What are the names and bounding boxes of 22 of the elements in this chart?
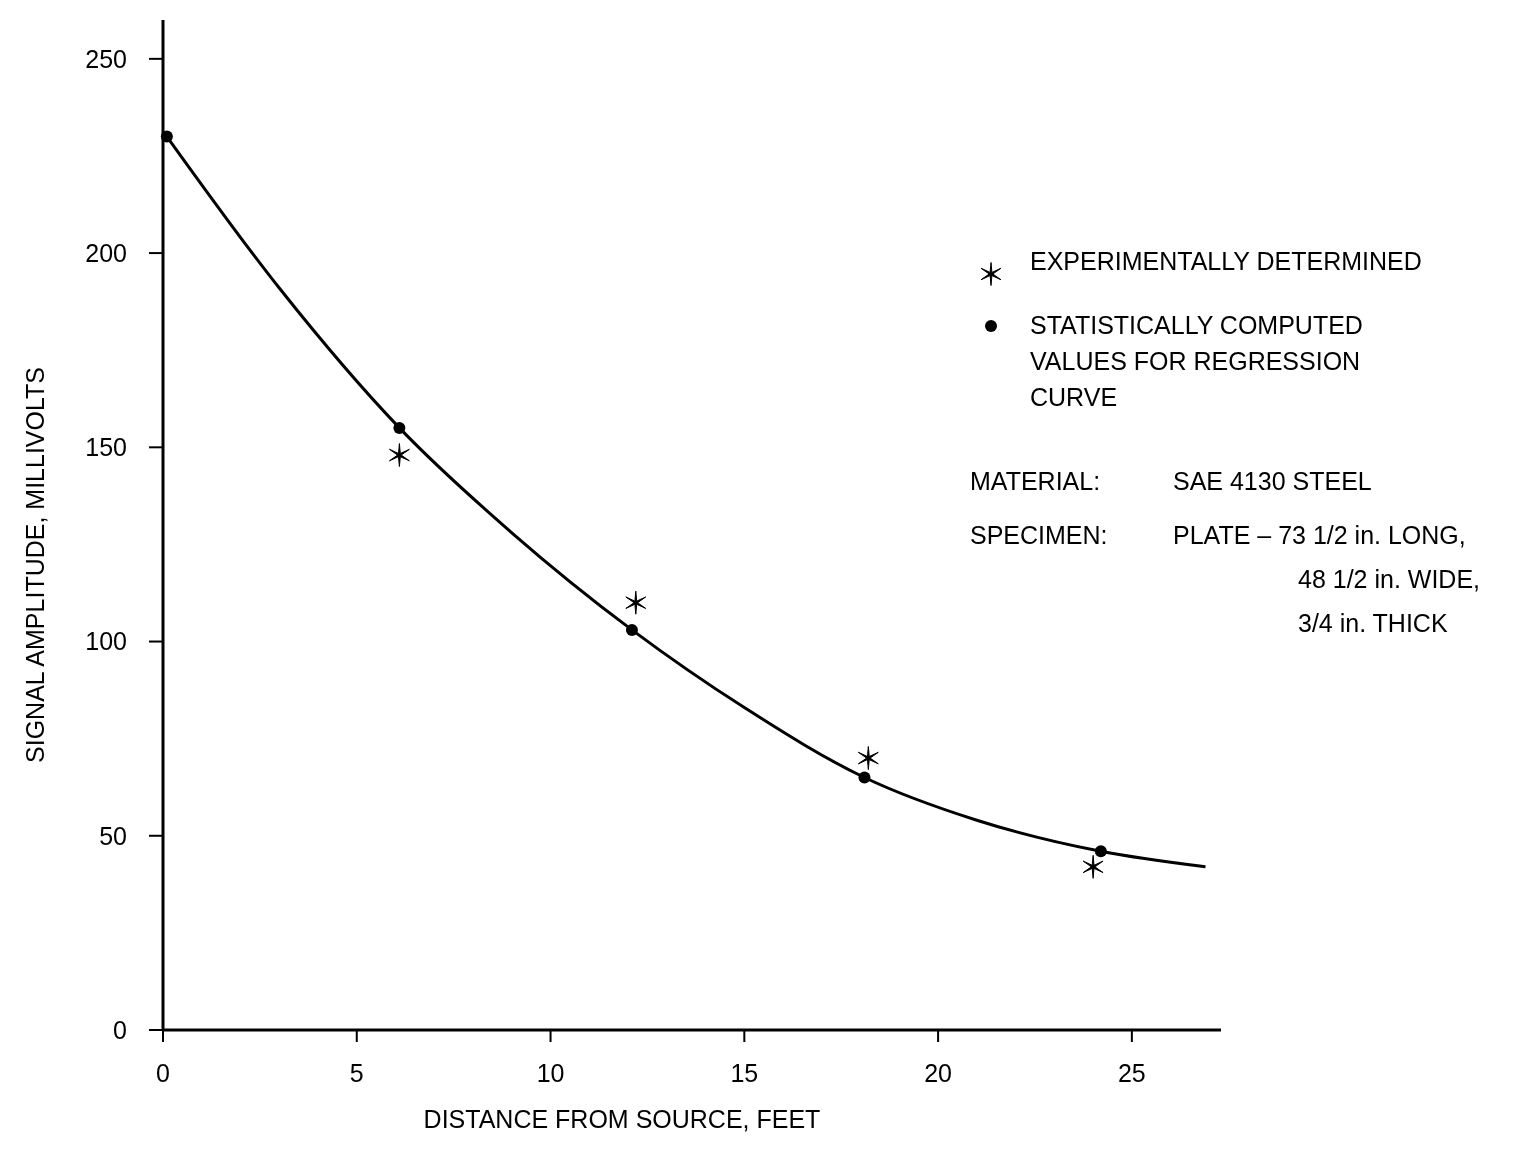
x-tick-label: 5 — [349, 1059, 364, 1087]
x-tick-label: 15 — [730, 1059, 759, 1087]
y-tick-label: 150 — [85, 433, 127, 462]
y-tick-label: 100 — [85, 627, 127, 656]
legend-label: EXPERIMENTALLY DETERMINED — [1030, 247, 1422, 275]
text: MATERIAL: SAE 4130 STEEL — [970, 467, 1372, 495]
y-tick-label: 0 — [113, 1015, 127, 1044]
y-axis-title: SIGNAL AMPLITUDE, MILLIVOLTS — [21, 367, 49, 763]
y-tick-label: 250 — [85, 44, 127, 73]
x-tick-label: 0 — [156, 1059, 170, 1087]
y-tick-label: 200 — [85, 238, 127, 267]
point — [625, 590, 647, 615]
legend-label: STATISTICALLY COMPUTED VALUES FOR REGRESSION CURVE — [1030, 311, 1363, 411]
point — [1082, 854, 1104, 879]
y-tick-label: 50 — [99, 821, 127, 850]
point — [857, 746, 879, 771]
x-tick-label: 20 — [924, 1059, 952, 1087]
x-tick-label: 10 — [536, 1059, 565, 1087]
x-tick-label: 25 — [1117, 1059, 1146, 1087]
x-axis-title: DISTANCE FROM SOURCE, FEET — [423, 1105, 821, 1133]
point — [388, 443, 410, 468]
text: SPECIMEN: PLATE – 73 1/2 in. LONG, 48 1/2 in. WIDE, 3/4 in. THICK — [970, 521, 1481, 637]
